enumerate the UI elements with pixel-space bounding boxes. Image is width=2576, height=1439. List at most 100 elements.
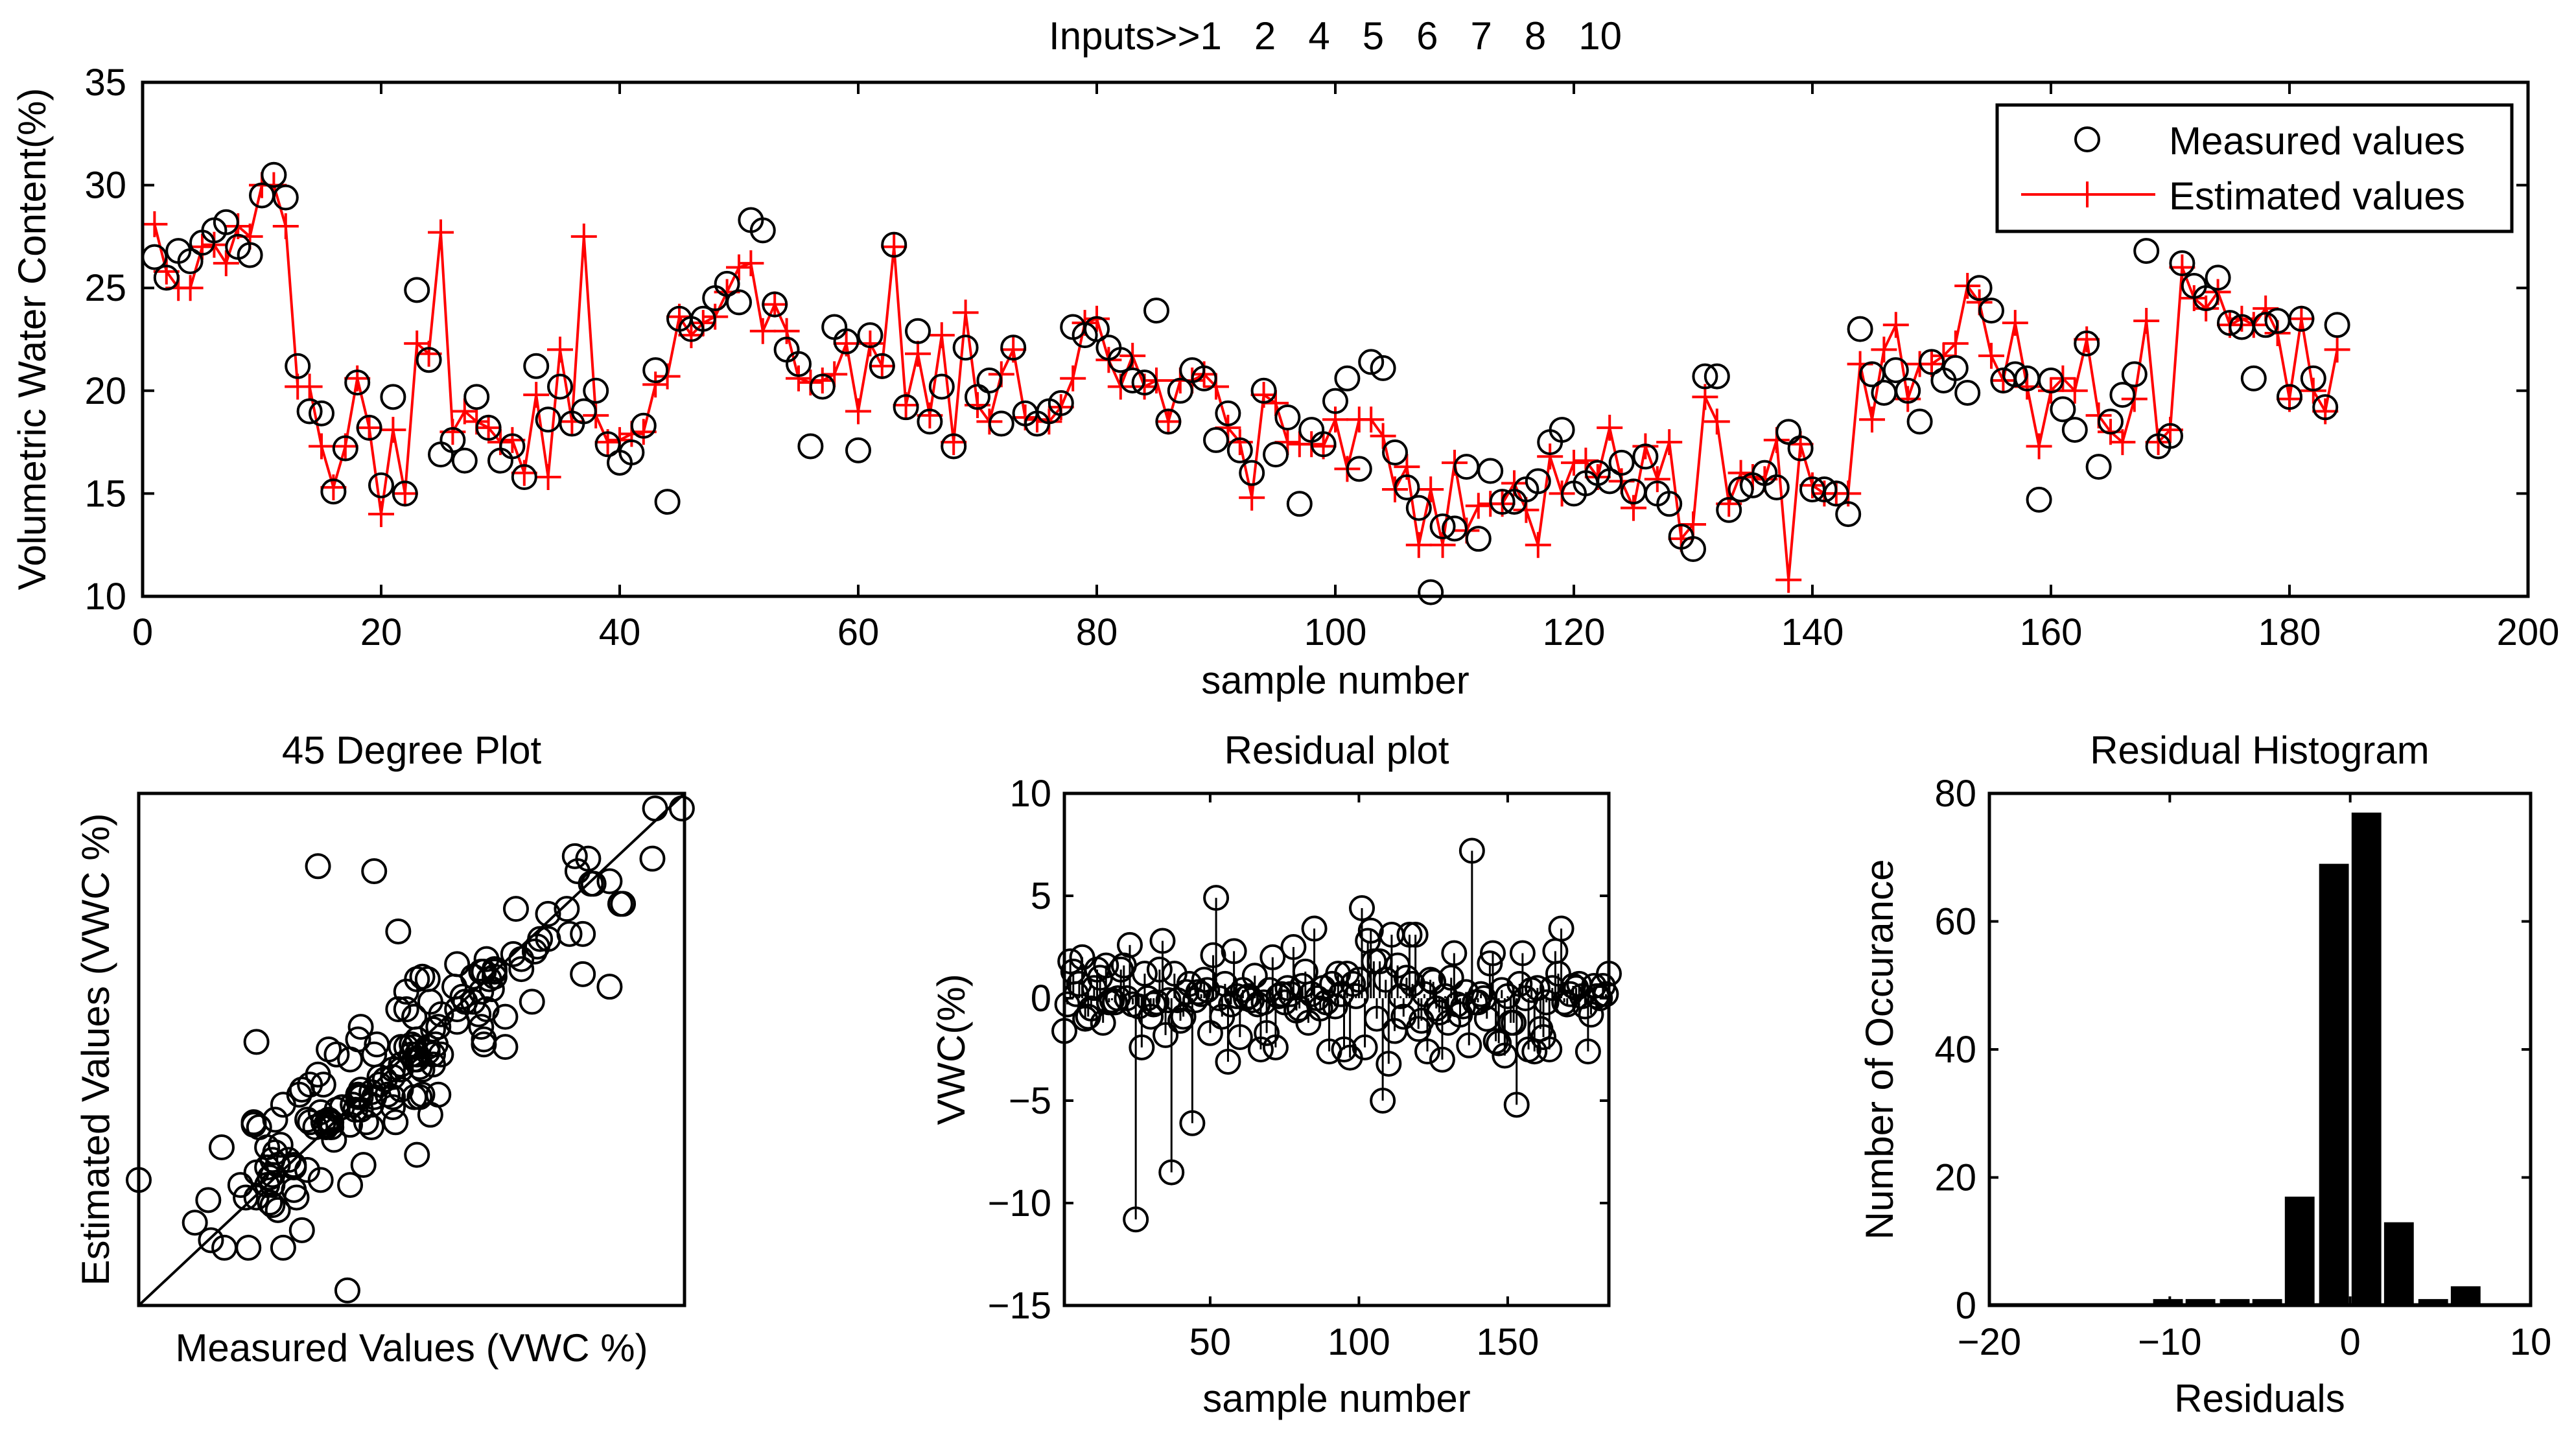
residual-point	[1458, 837, 1485, 864]
measured-point	[2324, 312, 2350, 338]
scatter-point	[404, 1046, 430, 1073]
measured-point	[726, 289, 752, 316]
measured-point	[1358, 349, 1385, 375]
scatter-point	[246, 1114, 272, 1141]
main-timeseries-plot: Inputs>>1 2 4 5 6 7 8 10 0 20 40 60 80 100 120…	[10, 14, 2559, 702]
measured-point	[1274, 404, 1301, 431]
estimated-point	[1859, 406, 1885, 433]
measured-point	[583, 377, 609, 404]
estimated-point	[404, 330, 430, 357]
estimated-point	[177, 275, 204, 301]
measured-point	[869, 353, 895, 379]
residual-point	[1129, 1034, 1155, 1060]
measured-point	[380, 384, 406, 410]
residual-point	[1548, 915, 1575, 942]
estimated-point	[2193, 295, 2219, 322]
estimated-point	[749, 318, 776, 344]
measured-point	[1895, 377, 1921, 404]
residual-point	[1221, 938, 1247, 965]
estimated-point	[547, 336, 573, 363]
measured-point	[2277, 384, 2302, 410]
scatter-point	[240, 1109, 267, 1136]
histogram-bar	[2418, 1299, 2448, 1305]
residual-point	[1524, 975, 1551, 1001]
measured-point	[630, 412, 657, 439]
y-tick-label: 60	[1934, 901, 1976, 943]
residual-point	[1093, 952, 1119, 979]
measured-point	[2133, 238, 2160, 264]
residual-point	[1331, 1036, 1357, 1062]
scatter-point	[267, 1132, 294, 1158]
estimated-point	[2109, 429, 2136, 456]
deg45-ylabel: Estimated Values (VWC %)	[74, 813, 117, 1285]
scatter-point	[404, 1141, 430, 1168]
measured-point	[786, 351, 812, 377]
estimated-point	[1405, 532, 1432, 558]
scatter-point	[334, 1277, 360, 1304]
scatter-point	[417, 989, 443, 1015]
residual-point	[1396, 922, 1423, 948]
measured-point	[237, 242, 263, 268]
y-tick-label: 5	[1031, 875, 1051, 917]
residual-point	[1226, 1024, 1253, 1051]
scatter-point	[492, 1003, 519, 1030]
scatter-point	[329, 1094, 355, 1121]
x-tick-label: 20	[360, 611, 403, 653]
measured-point	[905, 318, 931, 344]
measured-point	[439, 427, 466, 453]
y-tick-label: −5	[1009, 1080, 1051, 1122]
estimated-point	[1060, 365, 1086, 392]
estimated-point	[1942, 330, 1969, 357]
measured-point	[1704, 363, 1730, 390]
45-degree-plot: 45 Degree Plot Measured Values (VWC %) E…	[74, 729, 695, 1370]
measured-point	[272, 184, 299, 211]
measured-point	[941, 433, 967, 460]
residual-point	[1506, 970, 1533, 997]
measured-point	[952, 334, 979, 361]
scatter-point	[254, 1154, 281, 1181]
estimated-point	[1871, 336, 1897, 363]
measured-point	[2098, 408, 2124, 435]
measured-point	[1382, 439, 1408, 465]
scatter-point	[257, 1189, 283, 1216]
measured-point	[1763, 474, 1790, 500]
measured-point	[285, 353, 311, 379]
scatter-point	[264, 1197, 291, 1223]
residual-point	[1349, 895, 1376, 921]
residual-point	[1138, 1003, 1164, 1030]
scatter-point	[409, 1081, 436, 1108]
measured-point	[570, 398, 597, 425]
scatter-point	[508, 946, 535, 972]
scatter-point	[476, 966, 502, 992]
scatter-point	[478, 976, 505, 1003]
estimated-point	[952, 299, 979, 326]
residual-point	[1533, 989, 1560, 1016]
estimated-point	[428, 219, 454, 246]
estimated-point	[141, 211, 168, 237]
estimated-point	[451, 398, 478, 425]
histogram-bar	[2351, 812, 2382, 1305]
y-tick-label: 35	[84, 62, 126, 104]
measured-point	[2050, 396, 2076, 423]
measured-point	[332, 435, 358, 462]
residual-point	[1146, 956, 1173, 983]
estimated-point	[2038, 377, 2064, 404]
residual-point	[1536, 1036, 1563, 1062]
measured-point	[762, 291, 788, 318]
residual-plot: Residual plot 50 100 150 −15 −10 −5 0 5 10 sampl…	[930, 729, 1622, 1420]
y-tick-label: 20	[1934, 1157, 1976, 1199]
measured-point	[1263, 441, 1289, 468]
scatter-point	[366, 1071, 393, 1098]
residual-point	[1131, 961, 1158, 987]
estimated-point	[189, 233, 215, 260]
measured-point	[1787, 435, 1814, 462]
y-tick-label: 40	[1934, 1029, 1976, 1071]
histogram-bar	[2153, 1299, 2183, 1305]
measured-point	[857, 322, 884, 349]
residual-point	[1486, 1030, 1512, 1057]
scatter-point	[535, 926, 561, 952]
scatter-point	[288, 1076, 315, 1103]
measured-point	[2253, 312, 2279, 338]
estimated-point	[475, 414, 502, 441]
estimated-line	[153, 183, 2339, 580]
